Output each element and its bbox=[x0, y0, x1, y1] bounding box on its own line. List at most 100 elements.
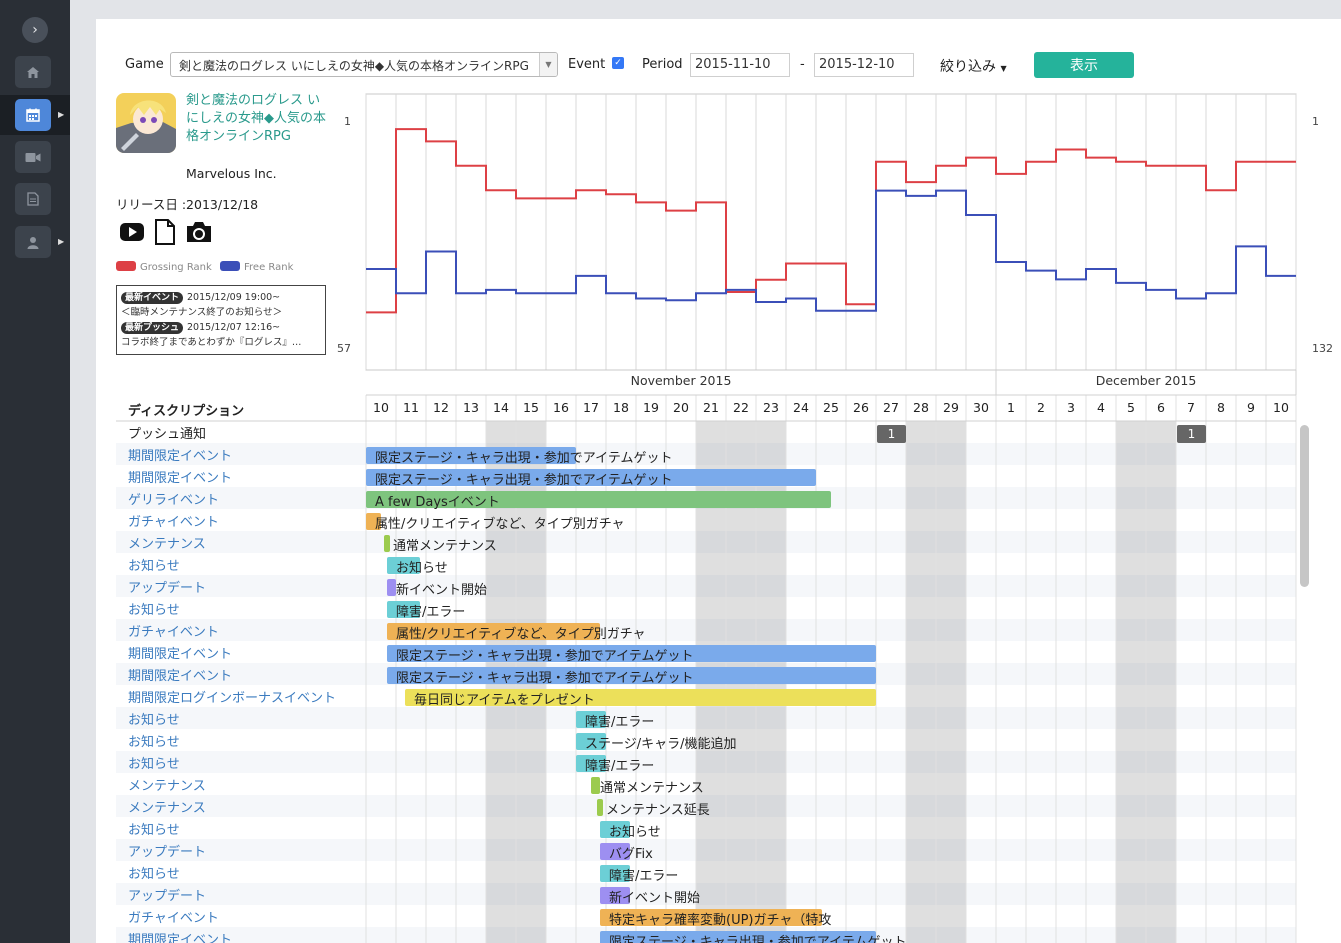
event-row-label[interactable]: お知らせ bbox=[128, 713, 180, 728]
event-row-label[interactable]: ガチャイベント bbox=[128, 625, 219, 640]
checkmark-icon: ✓ bbox=[614, 58, 622, 68]
left-axis-top-label: 1 bbox=[344, 115, 351, 128]
sidebar-item-calendar[interactable] bbox=[15, 99, 51, 131]
grossing-legend-swatch[interactable] bbox=[116, 261, 136, 271]
day-tick-label: 3 bbox=[1067, 400, 1075, 415]
event-label: Event bbox=[568, 57, 606, 72]
event-row-label[interactable]: 期間限定イベント bbox=[128, 647, 233, 662]
event-row-label[interactable]: 期間限定ログインボーナスイベント bbox=[128, 691, 337, 706]
event-row-label[interactable]: アップデート bbox=[128, 845, 207, 860]
event-row-label[interactable]: お知らせ bbox=[128, 559, 180, 574]
caret-down-icon: ▼ bbox=[1000, 64, 1007, 73]
event-bar-label: ステージ/キャラ/機能追加 bbox=[585, 737, 737, 752]
event-bar[interactable] bbox=[600, 821, 630, 838]
sidebar-item-home[interactable] bbox=[15, 56, 51, 88]
day-tick-label: 27 bbox=[883, 400, 899, 415]
latest-push-time: 2015/12/07 12:16~ bbox=[187, 322, 281, 333]
sidebar-item-video[interactable] bbox=[15, 141, 51, 173]
event-bar[interactable] bbox=[576, 711, 606, 728]
event-row-label[interactable]: 期間限定イベント bbox=[128, 449, 233, 464]
event-bar-label: 障害/エラー bbox=[585, 759, 655, 774]
event-bar[interactable] bbox=[591, 777, 600, 794]
sidebar-item-document[interactable] bbox=[15, 183, 51, 215]
event-row-label[interactable]: ガチャイベント bbox=[128, 515, 219, 530]
grossing-legend-label: Grossing Rank bbox=[140, 262, 212, 273]
document-icon bbox=[27, 192, 39, 206]
event-bar-label: メンテナンス延長 bbox=[606, 803, 710, 818]
event-bar[interactable] bbox=[387, 579, 396, 596]
event-bar[interactable] bbox=[600, 843, 630, 860]
event-row-label[interactable]: 期間限定イベント bbox=[128, 933, 233, 943]
day-tick-label: 9 bbox=[1247, 400, 1255, 415]
event-bar[interactable] bbox=[387, 667, 876, 684]
free-legend-label: Free Rank bbox=[244, 262, 294, 273]
game-select-value: 剣と魔法のログレス いにしえの女神◆人気の本格オンラインRPG bbox=[179, 59, 529, 73]
camera-icon[interactable] bbox=[185, 220, 213, 248]
event-bar[interactable] bbox=[576, 733, 606, 750]
home-icon bbox=[27, 66, 39, 78]
event-bar[interactable] bbox=[366, 491, 831, 508]
event-bar[interactable] bbox=[387, 557, 420, 574]
day-tick-label: 14 bbox=[493, 400, 509, 415]
event-row-label[interactable]: お知らせ bbox=[128, 757, 180, 772]
event-bar[interactable] bbox=[597, 799, 603, 816]
date-from-input[interactable]: 2015-11-10 bbox=[690, 53, 790, 77]
event-bar[interactable] bbox=[387, 623, 600, 640]
filter-dropdown-label: 絞り込み bbox=[940, 59, 996, 75]
event-checkbox[interactable]: ✓ bbox=[612, 57, 624, 69]
latest-push-text[interactable]: コラボ終了まであとわずか『ログレス』… bbox=[121, 337, 302, 348]
event-bar[interactable] bbox=[384, 535, 390, 552]
event-bar[interactable] bbox=[366, 513, 381, 530]
day-tick-label: 21 bbox=[703, 400, 719, 415]
event-bar-label: 障害/エラー bbox=[396, 605, 466, 620]
event-row-label[interactable]: お知らせ bbox=[128, 735, 180, 750]
event-row-label[interactable]: 期間限定イベント bbox=[128, 471, 233, 486]
show-button[interactable]: 表示 bbox=[1034, 52, 1134, 78]
latest-event-text[interactable]: ＜臨時メンテナンス終了のお知らせ＞ bbox=[121, 307, 283, 318]
sidebar-toggle-button[interactable]: › bbox=[22, 17, 48, 43]
event-bar[interactable] bbox=[366, 469, 816, 486]
event-row-label[interactable]: アップデート bbox=[128, 889, 207, 904]
document-outline-icon[interactable] bbox=[153, 218, 177, 250]
event-row-label[interactable]: メンテナンス bbox=[128, 779, 206, 794]
filter-dropdown[interactable]: 絞り込み ▼ bbox=[940, 56, 1007, 76]
timeline-scrollbar[interactable] bbox=[1300, 425, 1309, 587]
youtube-icon[interactable] bbox=[118, 220, 146, 248]
plot-frame bbox=[365, 93, 1297, 371]
event-row-label[interactable]: お知らせ bbox=[128, 867, 180, 882]
push-count-badge[interactable]: 1 bbox=[1177, 425, 1206, 443]
free-legend-swatch[interactable] bbox=[220, 261, 240, 271]
event-bar[interactable] bbox=[366, 447, 576, 464]
event-row-label[interactable]: メンテナンス bbox=[128, 801, 206, 816]
day-tick-label: 5 bbox=[1127, 400, 1135, 415]
event-bar-label: 限定ステージ・キャラ出現・参加でアイテムゲット bbox=[396, 671, 694, 686]
event-bar[interactable] bbox=[576, 755, 606, 772]
event-bar[interactable] bbox=[600, 887, 630, 904]
sidebar-item-user[interactable] bbox=[15, 226, 51, 258]
day-tick-label: 22 bbox=[733, 400, 749, 415]
event-row-label[interactable]: ガチャイベント bbox=[128, 911, 219, 926]
push-count-badge[interactable]: 1 bbox=[877, 425, 906, 443]
event-row-label[interactable]: アップデート bbox=[128, 581, 207, 596]
event-bar-label: お知らせ bbox=[396, 561, 448, 576]
app-name-link[interactable]: 剣と魔法のログレス いにしえの女神◆人気の本格オンラインRPG bbox=[186, 93, 326, 144]
event-row-label[interactable]: お知らせ bbox=[128, 603, 180, 618]
event-bar-label: A few Daysイベント bbox=[375, 495, 500, 510]
event-bar[interactable] bbox=[387, 601, 420, 618]
game-select[interactable]: 剣と魔法のログレス いにしえの女神◆人気の本格オンラインRPG ▼ bbox=[170, 52, 558, 77]
event-row-label[interactable]: 期間限定イベント bbox=[128, 669, 233, 684]
event-row-label[interactable]: お知らせ bbox=[128, 823, 180, 838]
event-bar[interactable] bbox=[600, 909, 822, 926]
latest-event-time: 2015/12/09 19:00~ bbox=[187, 292, 281, 303]
event-bar[interactable] bbox=[600, 865, 630, 882]
date-to-input[interactable]: 2015-12-10 bbox=[814, 53, 914, 77]
day-tick-label: 6 bbox=[1157, 400, 1165, 415]
latest-push-tag: 最新プッシュ bbox=[121, 322, 184, 334]
row-stripe bbox=[116, 883, 1296, 905]
event-bar[interactable] bbox=[405, 689, 876, 706]
event-row-label[interactable]: メンテナンス bbox=[128, 537, 206, 552]
period-label: Period bbox=[642, 57, 683, 72]
event-bar[interactable] bbox=[600, 931, 876, 943]
event-row-label[interactable]: ゲリライベント bbox=[128, 493, 220, 508]
event-bar[interactable] bbox=[387, 645, 876, 662]
